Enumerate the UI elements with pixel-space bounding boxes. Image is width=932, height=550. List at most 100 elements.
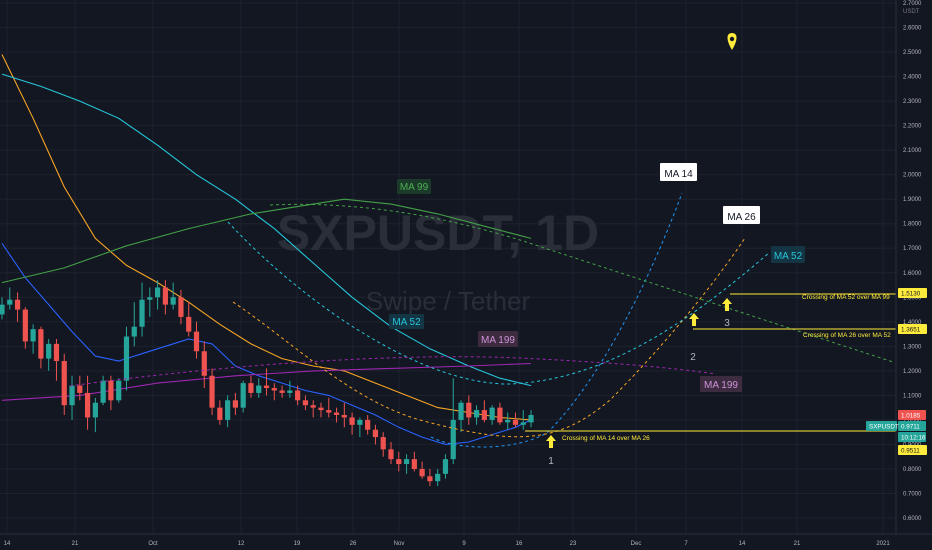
candle-body [46,343,52,359]
candle-body [217,407,223,420]
candle-body [466,402,472,418]
candle [186,302,192,337]
price-tag-high: 1.0185 [898,410,926,420]
crossing-annotation: 1 Crossing of MA 14 over MA 26 [525,430,896,467]
candle-body [30,329,36,342]
candle [53,338,60,381]
candle [77,375,83,401]
candle [14,292,21,322]
candle [123,326,130,391]
candle-body [473,410,480,418]
y-tick-label: 1.3000 [903,344,922,350]
candle [84,375,91,430]
y-tick-label: 1.4000 [903,320,922,326]
candle-body [0,304,5,315]
candle-body [333,412,340,415]
y-tick-label: 2.7000 [903,1,922,7]
candle [497,402,503,425]
candle [100,375,106,406]
candle-body [310,405,316,408]
crossing-annotation: 2 Crossing of MA 26 over MA 52 [689,313,896,363]
y-tick-label: 0.8000 [903,467,922,473]
y-tick-label: 0.7000 [903,491,922,497]
candle [380,432,386,457]
crossing-annotation: 3 Crossing of MA 52 over MA 99 [722,293,896,329]
ma99-label-bg [397,179,431,194]
projection-ma14-label-text: MA 14 [664,169,693,180]
candle [489,405,495,425]
candle [162,280,168,315]
candle-body [123,336,130,381]
countdown-tag-bg [898,432,926,442]
price-tag-1365: 1.3651 [898,324,927,334]
x-tick-label: 9 [462,541,466,547]
crossing-text: Crossing of MA 26 over MA 52 [803,332,891,339]
candle-body [84,392,91,418]
x-tick-label: 21 [794,541,801,547]
candle-body [61,361,67,406]
candle-body [263,385,270,389]
candle [263,368,270,396]
candle-body [403,459,410,465]
candle-body [396,459,402,465]
ma199-label: MA 199 [478,331,518,347]
candle [178,289,184,325]
candle-body [170,297,176,305]
candle-body [232,400,238,408]
candle-body [512,419,519,425]
price-tag-last-text: 0.9711 [901,424,920,431]
candle [411,451,417,472]
candle [256,378,262,398]
candle [458,400,464,433]
projection-ma26-label-bg [723,206,760,224]
candle [403,454,410,474]
candle [279,385,285,398]
projection-ma199-label-bg [700,376,742,392]
candle [505,412,511,430]
candle [333,407,340,423]
candle-body [295,390,301,401]
candle-body [108,380,114,401]
candle [116,378,122,403]
candle [22,307,28,349]
y-tick-label: 2.2000 [903,124,922,130]
projection-ma26-label-text: MA 26 [727,212,756,223]
crossing-text: Crossing of MA 52 over MA 99 [802,294,890,301]
y-tick-label: 1.0000 [903,418,922,424]
time-axis[interactable]: 14 21 Oct 12 19 26 Nov 9 16 23 Dec 7 14 21 2021 [0,533,932,550]
candle-body [155,287,161,298]
candle-body [388,449,394,460]
x-tick-label: 16 [516,541,523,547]
x-tick-label: 26 [350,541,357,547]
price-tag-1513: 1.5130 [898,288,927,298]
candle [193,321,200,359]
x-tick-label: Nov [394,541,405,547]
price-tag-1365-text: 1.3651 [901,327,921,334]
candle [466,395,472,425]
projections [69,192,894,448]
ma199-label-text: MA 199 [481,335,515,346]
candle-body [162,287,168,305]
y-tick-label: 1.1000 [903,393,922,399]
candle-body [341,415,347,418]
candle-body [326,410,332,413]
ma99-label-text: MA 99 [400,182,429,193]
price-tag-high-text: 1.0185 [901,413,921,420]
candle-body [271,388,277,391]
x-tick-label: 14 [739,541,746,547]
candle [512,412,519,428]
candle-body [240,383,246,408]
projection-ma26-label: MA 26 [723,206,760,224]
candle [225,395,231,428]
ma14-projection [430,192,683,448]
candle-body [372,429,379,438]
candle-body [131,326,137,337]
ma99-label: MA 99 [397,179,431,194]
candle [473,405,480,425]
ma199-projection [69,356,717,387]
candle-body [481,410,487,420]
y-tick-label: 1.9000 [903,197,922,203]
watermark-subtitle: Swipe / Tether [366,286,531,316]
